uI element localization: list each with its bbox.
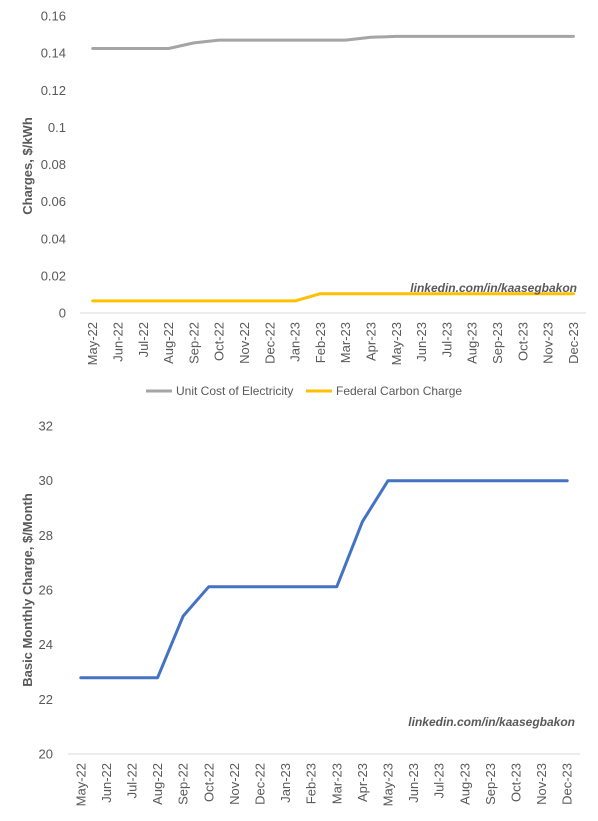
c2-y-tick-label: 26 <box>39 583 53 598</box>
c1-x-tick-label: Jun-23 <box>414 322 429 362</box>
c2-x-tick-label: Dec-23 <box>560 763 575 805</box>
c1-x-tick-label: May-22 <box>85 322 100 365</box>
c1-x-tick-label: Jan-23 <box>288 322 303 362</box>
c1-x-tick-label: Oct-22 <box>212 322 227 361</box>
c2-y-tick-label: 20 <box>39 747 53 762</box>
basic-monthly-charge-chart: Basic Monthly Charge, $/Month 20 22 24 26 28… <box>20 419 580 806</box>
c1-x-tick-label: Aug-22 <box>161 322 176 364</box>
c1-y-tick-label: 0.08 <box>41 157 66 172</box>
c1-x-tick-label: Sep-22 <box>186 322 201 364</box>
c2-x-tick-label: Sep-22 <box>176 763 191 805</box>
c1-x-tick-label: Jul-22 <box>136 322 151 357</box>
c1-y-tick-label: 0.06 <box>41 194 66 209</box>
c2-x-tick-label: Nov-23 <box>534 763 549 805</box>
chart1-y-axis-title: Charges, $/kWh <box>20 117 35 215</box>
c2-x-tick-label: May-22 <box>73 763 88 806</box>
c1-y-tick-label: 0.12 <box>41 83 66 98</box>
c2-x-tick-label: Sep-23 <box>483 763 498 805</box>
c1-y-tick-label: 0.1 <box>48 120 66 135</box>
legend-label-carbon-charge: Federal Carbon Charge <box>336 384 462 398</box>
c2-x-tick-label: Aug-22 <box>150 763 165 805</box>
c1-x-tick-label: Apr-23 <box>363 322 378 361</box>
c1-x-tick-label: Nov-22 <box>237 322 252 364</box>
c2-x-tick-label: Jun-22 <box>99 763 114 803</box>
c1-x-tick-label: Oct-23 <box>515 322 530 361</box>
c2-y-tick-label: 30 <box>39 473 53 488</box>
c2-x-tick-label: Apr-23 <box>355 763 370 802</box>
c1-x-tick-label: Dec-22 <box>262 322 277 364</box>
c2-x-tick-label: Mar-23 <box>329 763 344 804</box>
c1-y-tick-label: 0.02 <box>41 268 66 283</box>
c2-series-line-0 <box>79 479 569 680</box>
c1-x-tick-label: Nov-23 <box>541 322 556 364</box>
c2-x-tick-label: Dec-22 <box>253 763 268 805</box>
c2-x-tick-label: Jul-22 <box>125 763 140 798</box>
legend-label-unit-cost: Unit Cost of Electricity <box>176 384 293 398</box>
c1-y-tick-label: 0.16 <box>41 9 66 24</box>
c2-x-tick-label: Aug-23 <box>457 763 472 805</box>
c1-x-tick-label: Sep-23 <box>490 322 505 364</box>
c2-x-tick-label: Nov-22 <box>227 763 242 805</box>
chart2-watermark: linkedin.com/in/kaasegbakon <box>408 715 575 729</box>
chart1-legend: Unit Cost of Electricity Federal Carbon … <box>146 384 462 398</box>
c1-y-tick-label: 0.14 <box>41 46 66 61</box>
c1-x-tick-label: Dec-23 <box>566 322 581 364</box>
c1-x-tick-label: Aug-23 <box>465 322 480 364</box>
c1-series-line-1 <box>91 292 575 303</box>
c1-x-tick-label: Jun-22 <box>110 322 125 362</box>
c2-x-tick-label: Oct-22 <box>201 763 216 802</box>
c1-y-tick-label: 0 <box>59 306 66 321</box>
electricity-charges-chart: Charges, $/kWh 0 0.02 0.04 0.06 0.08 0.1 0.12 0… <box>20 9 586 398</box>
c2-x-tick-label: Jun-23 <box>406 763 421 803</box>
c2-x-tick-label: May-23 <box>381 763 396 806</box>
c1-series-line-0 <box>91 34 575 50</box>
c2-x-tick-label: Jul-23 <box>432 763 447 798</box>
c1-y-tick-label: 0.04 <box>41 231 66 246</box>
c2-y-tick-label: 28 <box>39 528 53 543</box>
c2-x-tick-label: Oct-23 <box>509 763 524 802</box>
c2-y-tick-label: 32 <box>39 419 53 434</box>
c1-x-tick-label: Mar-23 <box>338 322 353 363</box>
c1-x-tick-label: Feb-23 <box>313 322 328 363</box>
chart1-watermark: linkedin.com/in/kaasegbakon <box>410 281 577 295</box>
c1-x-tick-label: Jul-23 <box>439 322 454 357</box>
c2-x-tick-label: Feb-23 <box>304 763 319 804</box>
c2-y-tick-label: 22 <box>39 692 53 707</box>
chart2-y-axis-title: Basic Monthly Charge, $/Month <box>20 493 35 687</box>
c1-x-tick-label: May-23 <box>389 322 404 365</box>
c2-x-tick-label: Jan-23 <box>278 763 293 803</box>
c2-y-tick-label: 24 <box>39 637 53 652</box>
